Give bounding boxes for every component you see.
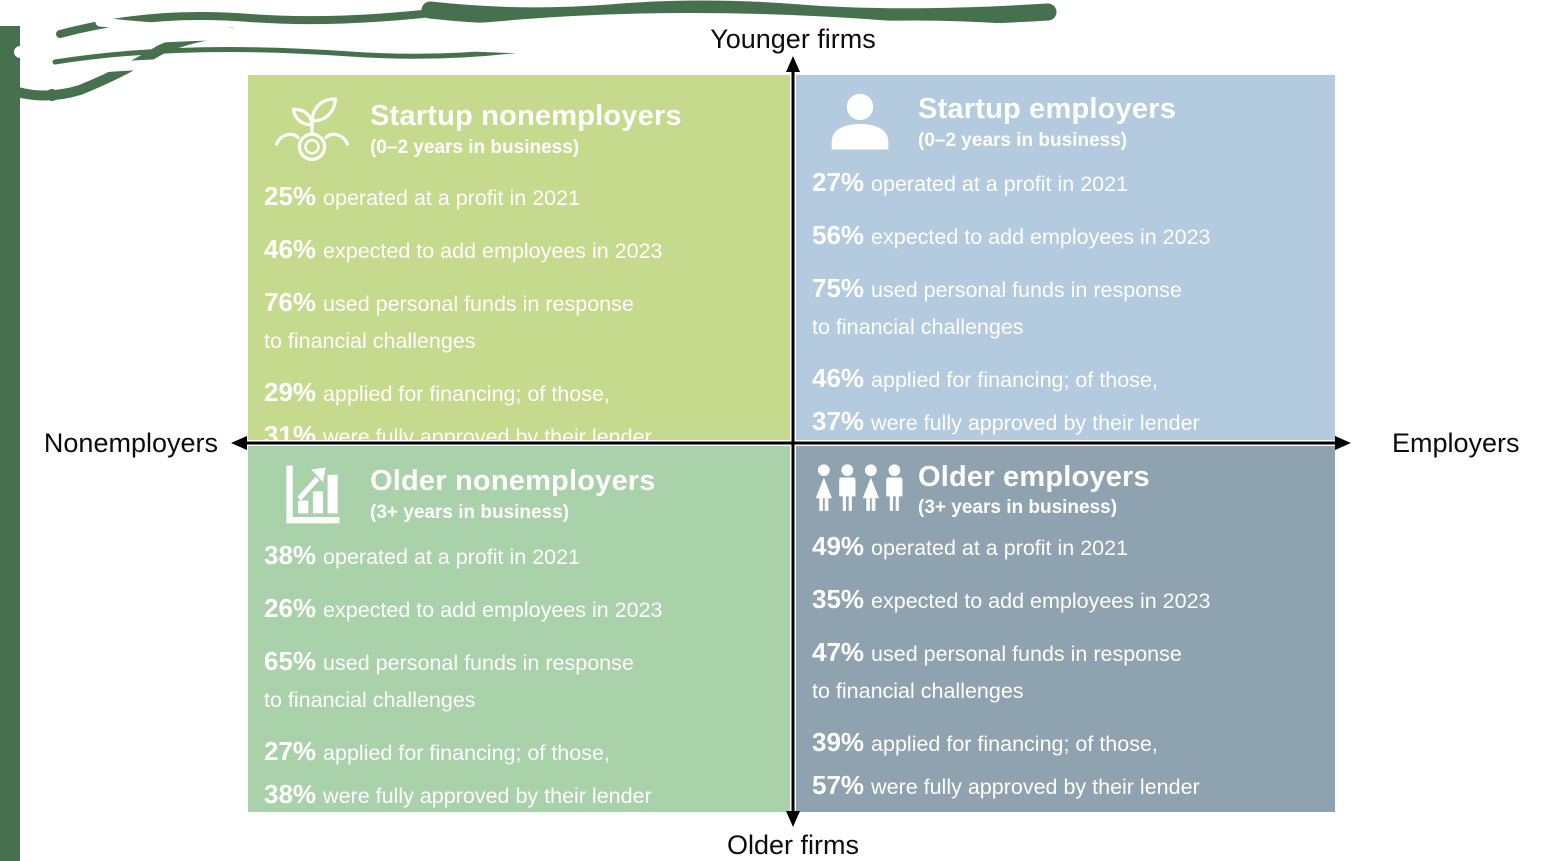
stat-text: were fully approved by their lender — [871, 411, 1200, 435]
bar-chart-growth-icon — [264, 462, 360, 528]
stat-value: 26% — [264, 593, 317, 623]
stat-value: 25% — [264, 181, 317, 211]
stat-value: 75% — [812, 273, 865, 303]
stat-line: 38% operated at a profit in 2021 — [264, 538, 772, 577]
stat-value: 39% — [812, 727, 865, 758]
stat-line: 37% were fully approved by their lender — [812, 404, 1317, 443]
stat-value: 38% — [264, 540, 317, 570]
stat-value: 49% — [812, 531, 865, 562]
stat-line: 38% were fully approved by their lender — [264, 777, 772, 816]
stat-value: 27% — [812, 167, 865, 197]
stat-line: 46% applied for financing; of those, — [812, 361, 1317, 400]
stat-list: 49% operated at a profit in 2021 35% expec… — [812, 529, 1317, 807]
quadrant-startup-employers: Startup employers (0–2 years in business… — [796, 75, 1335, 440]
stat-text: used personal funds in response to finan… — [812, 642, 1182, 704]
quadrant-subtitle: (3+ years in business) — [918, 497, 1118, 519]
stat-list: 27% operated at a profit in 2021 56% expec… — [812, 165, 1317, 443]
stat-text: applied for financing; of those, — [871, 368, 1158, 392]
stat-value: 46% — [812, 363, 865, 393]
stat-line: 49% operated at a profit in 2021 — [812, 529, 1317, 568]
stat-value: 57% — [812, 770, 865, 801]
quadrant-older-employers: Older employers (3+ years in business) 4… — [796, 446, 1335, 812]
quadrant-header: Older nonemployers (3+ years in business… — [264, 462, 772, 528]
axis-label-younger-firms: Younger firms — [710, 24, 876, 54]
stat-text: applied for financing; of those, — [323, 741, 610, 765]
stat-text: expected to add employees in 2023 — [871, 225, 1211, 249]
axis-label-nonemployers: Nonemployers — [43, 428, 218, 458]
person-icon — [812, 91, 908, 155]
stat-text: operated at a profit in 2021 — [871, 172, 1129, 196]
stat-line: 57% were fully approved by their lender — [812, 768, 1317, 807]
stat-value: 27% — [264, 736, 317, 766]
stat-list: 38% operated at a profit in 2021 26% expec… — [264, 538, 772, 816]
stat-line: 26% expected to add employees in 2023 — [264, 591, 772, 630]
quadrant-header: Startup employers (0–2 years in business… — [812, 91, 1317, 155]
stat-value: 46% — [264, 234, 317, 264]
stat-text: expected to add employees in 2023 — [871, 589, 1211, 614]
quadrant-title: Startup nonemployers — [370, 100, 682, 133]
stat-value: 56% — [812, 220, 865, 250]
quadrant-header: Startup nonemployers (0–2 years in busin… — [264, 91, 772, 169]
stat-line: 75% used personal funds in response to fi… — [812, 271, 1317, 347]
quadrant-older-nonemployers: Older nonemployers (3+ years in business… — [248, 446, 790, 812]
stat-value: 31% — [264, 420, 317, 450]
stat-text: operated at a profit in 2021 — [323, 545, 581, 569]
axis-label-older-firms: Older firms — [726, 830, 859, 860]
quadrant-subtitle: (3+ years in business) — [370, 501, 570, 523]
stat-line: 65% used personal funds in response to fi… — [264, 644, 772, 720]
quadrant-title: Older employers — [918, 461, 1150, 493]
stat-text: used personal funds in response to finan… — [264, 292, 634, 353]
stat-text: were fully approved by their lender — [871, 775, 1200, 800]
stat-line: 35% expected to add employees in 2023 — [812, 582, 1317, 621]
stat-line: 29% applied for financing; of those, — [264, 375, 772, 414]
stat-value: 37% — [812, 406, 865, 436]
stat-line: 47% used personal funds in response to fi… — [812, 635, 1317, 711]
quadrant-header: Older employers (3+ years in business) — [812, 461, 1317, 519]
stat-text: applied for financing; of those, — [871, 732, 1158, 757]
stat-line: 76% used personal funds in response to fi… — [264, 285, 772, 361]
quadrant-subtitle: (0–2 years in business) — [370, 136, 580, 158]
stat-value: 35% — [812, 584, 865, 615]
seedling-icon — [264, 91, 360, 169]
stat-text: operated at a profit in 2021 — [323, 186, 581, 210]
stat-text: used personal funds in response to finan… — [812, 278, 1182, 339]
stat-value: 65% — [264, 646, 317, 676]
stat-text: expected to add employees in 2023 — [323, 598, 663, 622]
people-group-icon — [812, 463, 908, 519]
stat-line: 46% expected to add employees in 2023 — [264, 232, 772, 271]
stat-value: 76% — [264, 287, 317, 317]
stat-text: operated at a profit in 2021 — [871, 536, 1129, 561]
stat-value: 29% — [264, 377, 317, 407]
stat-text: applied for financing; of those, — [323, 382, 610, 406]
stat-value: 38% — [264, 779, 317, 809]
stat-list: 25% operated at a profit in 2021 46% expec… — [264, 179, 772, 457]
axis-label-employers: Employers — [1392, 428, 1520, 458]
stat-value: 47% — [812, 637, 865, 668]
stat-line: 27% applied for financing; of those, — [264, 734, 772, 773]
stat-text: used personal funds in response to finan… — [264, 651, 634, 712]
quadrant-title: Older nonemployers — [370, 465, 656, 498]
quadrant-subtitle: (0–2 years in business) — [918, 129, 1128, 151]
stat-text: expected to add employees in 2023 — [323, 239, 663, 263]
stat-line: 25% operated at a profit in 2021 — [264, 179, 772, 218]
stat-line: 39% applied for financing; of those, — [812, 725, 1317, 764]
stat-text: were fully approved by their lender — [323, 784, 652, 808]
quadrant-startup-nonemployers: Startup nonemployers (0–2 years in busin… — [248, 75, 790, 450]
stat-text: were fully approved by their lender — [323, 425, 652, 449]
quadrant-title: Startup employers — [918, 93, 1177, 126]
stat-line: 56% expected to add employees in 2023 — [812, 218, 1317, 257]
stat-line: 31% were fully approved by their lender — [264, 418, 772, 457]
page-edge-strip — [0, 26, 20, 861]
stat-line: 27% operated at a profit in 2021 — [812, 165, 1317, 204]
